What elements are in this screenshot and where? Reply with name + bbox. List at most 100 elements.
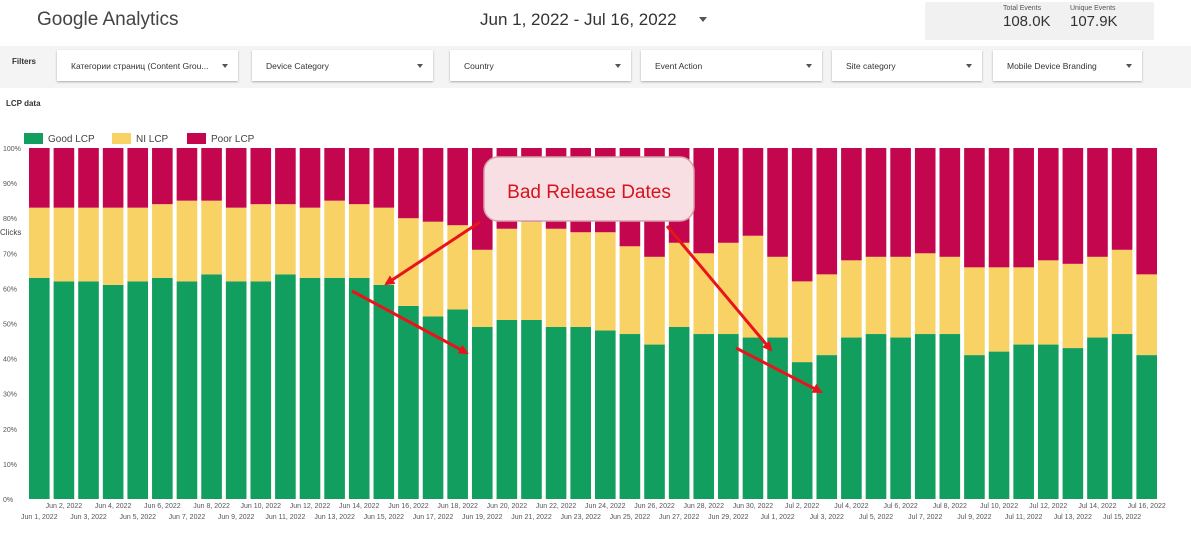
good-lcp-bar (570, 327, 591, 499)
ni-lcp-bar (693, 253, 715, 335)
x-tick-label: Jun 5, 2022 (119, 514, 156, 521)
poor-lcp-bar (718, 148, 739, 243)
good-lcp-bar (225, 281, 247, 499)
ni-lcp-bar (176, 200, 198, 282)
poor-lcp-bar (890, 148, 911, 257)
good-lcp-bar (939, 334, 961, 499)
filter-device-category[interactable]: Device Category (252, 50, 433, 81)
ni-lcp-bar (152, 204, 173, 278)
chevron-down-icon (1126, 64, 1132, 68)
x-tick-label: Jun 19, 2022 (462, 514, 503, 521)
date-range-picker[interactable]: Jun 1, 2022 - Jul 16, 2022 (480, 10, 677, 29)
filter-content-grouping[interactable]: Категории страниц (Content Grou... (57, 50, 238, 81)
good-lcp-bar (447, 309, 468, 499)
x-tick-label: Jul 6, 2022 (883, 503, 917, 510)
filter-mobile-device-branding[interactable]: Mobile Device Branding (993, 50, 1142, 81)
poor-lcp-bar (29, 148, 50, 208)
good-lcp-bar (841, 337, 862, 499)
good-lcp-bar (964, 355, 985, 499)
x-tick-label: Jun 24, 2022 (585, 503, 626, 510)
x-tick-label: Jun 30, 2022 (733, 503, 774, 510)
chevron-down-icon[interactable] (699, 17, 707, 22)
ni-lcp-bar (29, 207, 50, 278)
poor-lcp-bar (865, 148, 887, 257)
ni-lcp-bar (767, 256, 788, 338)
filter-event-action[interactable]: Event Action (641, 50, 822, 81)
ni-lcp-bar (865, 256, 887, 335)
x-tick-label: Jul 7, 2022 (908, 514, 942, 521)
ni-lcp-bar (324, 200, 345, 278)
x-tick-label: Jul 16, 2022 (1128, 503, 1166, 510)
ni-lcp-bar (890, 256, 911, 338)
chevron-down-icon (615, 64, 621, 68)
x-tick-label: Jun 10, 2022 (241, 503, 282, 510)
chevron-down-icon (966, 64, 972, 68)
unique-events-value: 107.9K (1070, 13, 1118, 30)
x-tick-label: Jun 28, 2022 (683, 503, 724, 510)
good-lcp-bar (299, 277, 321, 499)
chart-title: LCP data (6, 99, 41, 108)
ni-lcp-bar (619, 246, 641, 335)
poor-lcp-bar (275, 148, 296, 205)
x-tick-label: Jun 6, 2022 (144, 503, 181, 510)
ni-lcp-bar (841, 260, 862, 338)
y-tick-label: 30% (3, 392, 17, 399)
ni-lcp-bar (1087, 256, 1108, 338)
good-lcp-bar (521, 319, 542, 499)
chevron-down-icon (417, 64, 423, 68)
ni-lcp-bar (275, 204, 296, 275)
good-lcp-bar (816, 355, 838, 499)
poor-lcp-bar (791, 148, 813, 282)
poor-lcp-bar (152, 148, 173, 205)
filter-country[interactable]: Country (450, 50, 631, 81)
x-tick-label: Jun 29, 2022 (708, 514, 749, 521)
good-lcp-bar (53, 281, 75, 499)
legend-label: Good LCP (48, 134, 95, 145)
ni-lcp-bar (988, 267, 1010, 352)
poor-lcp-bar (373, 148, 395, 208)
x-tick-label: Jul 10, 2022 (980, 503, 1018, 510)
y-tick-label: 10% (3, 462, 17, 469)
ni-lcp-bar (201, 200, 222, 275)
scorecard-panel: Total Events 108.0K Unique Events 107.9K (925, 2, 1154, 40)
good-lcp-bar (1037, 344, 1059, 499)
x-tick-label: Jun 22, 2022 (536, 503, 577, 510)
ni-lcp-bar (398, 218, 419, 306)
x-tick-label: Jun 17, 2022 (413, 514, 454, 521)
y-tick-label: 60% (3, 286, 17, 293)
filter-site-category[interactable]: Site category (832, 50, 982, 81)
x-tick-label: Jun 11, 2022 (265, 514, 305, 521)
good-lcp-bar (176, 281, 198, 499)
x-tick-label: Jun 14, 2022 (339, 503, 380, 510)
good-lcp-bar (1013, 344, 1034, 499)
y-tick-label: 0% (3, 497, 13, 504)
ni-lcp-bar (595, 232, 616, 331)
poor-lcp-bar (816, 148, 838, 275)
x-tick-label: Jul 3, 2022 (810, 514, 844, 521)
legend-swatch (112, 133, 131, 144)
good-lcp-bar (619, 334, 641, 499)
good-lcp-bar (890, 337, 911, 499)
x-tick-label: Jul 5, 2022 (859, 514, 893, 521)
poor-lcp-bar (299, 148, 321, 208)
x-tick-label: Jun 26, 2022 (634, 503, 675, 510)
good-lcp-bar (250, 281, 272, 499)
x-tick-label: Jun 18, 2022 (437, 503, 478, 510)
poor-lcp-bar (201, 148, 222, 201)
x-tick-label: Jul 8, 2022 (933, 503, 967, 510)
x-tick-label: Jul 9, 2022 (957, 514, 991, 521)
annotation-arrow (384, 220, 481, 286)
y-axis-title: Clicks (0, 228, 21, 237)
x-tick-label: Jun 1, 2022 (21, 514, 58, 521)
poor-lcp-bar (225, 148, 247, 208)
ni-lcp-bar (225, 207, 247, 282)
poor-lcp-bar (1111, 148, 1133, 250)
good-lcp-bar (693, 334, 715, 499)
good-lcp-bar (348, 277, 370, 499)
x-tick-label: Jul 12, 2022 (1029, 503, 1067, 510)
x-tick-label: Jun 27, 2022 (659, 514, 700, 521)
good-lcp-bar (275, 274, 296, 499)
y-tick-label: 50% (3, 322, 17, 329)
poor-lcp-bar (127, 148, 149, 208)
